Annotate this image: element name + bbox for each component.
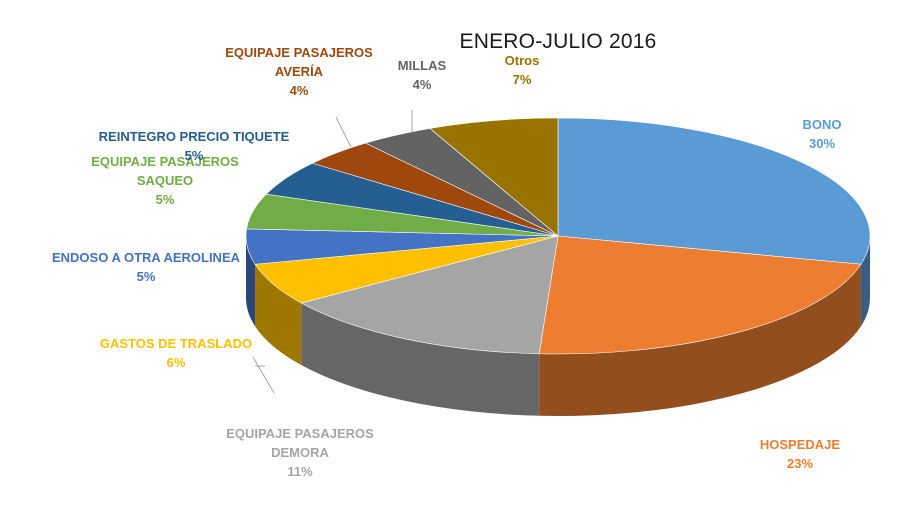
slice-name-label: BONO xyxy=(803,117,842,132)
pie-slice-side xyxy=(301,303,540,416)
slice-name-label: ENDOSO A OTRA AEROLINEA xyxy=(52,250,241,265)
pie-slice-side xyxy=(539,264,861,416)
pie-slice-side xyxy=(255,264,302,366)
pie-sides xyxy=(246,236,871,416)
slice-name-label: AVERÍA xyxy=(275,64,324,79)
slice-name-label: HOSPEDAJE xyxy=(760,437,841,452)
pie-tops xyxy=(245,117,871,355)
slice-percent-label: 5% xyxy=(185,148,204,163)
pie-slice-side xyxy=(860,236,871,327)
slice-name-label: EQUIPAJE PASAJEROS xyxy=(225,45,373,60)
slice-name-label: EQUIPAJE PASAJEROS xyxy=(226,426,374,441)
slice-name-label: GASTOS DE TRASLADO xyxy=(100,336,252,351)
slice-percent-label: 6% xyxy=(167,355,186,370)
slice-name-label: EQUIPAJE PASAJEROS xyxy=(91,154,239,169)
pie-slice xyxy=(300,235,559,355)
leader-line xyxy=(252,356,275,394)
leader-lines xyxy=(252,110,413,394)
pie-slice xyxy=(429,117,559,237)
slice-name-label: MILLAS xyxy=(398,58,447,73)
slice-percent-label: 30% xyxy=(809,136,835,151)
slice-percent-label: 11% xyxy=(287,464,313,479)
slice-name-label: Otros xyxy=(505,53,540,68)
slice-name-label: DEMORA xyxy=(271,445,329,460)
chart-title-text: ENERO-JULIO 2016 xyxy=(459,30,657,53)
slice-name-label: REINTEGRO PRECIO TIQUETE xyxy=(99,129,290,144)
pie-slice xyxy=(557,117,871,265)
chart-title: ENERO-JULIO 2016 xyxy=(0,30,920,54)
slice-percent-label: 5% xyxy=(156,192,175,207)
slice-percent-label: 7% xyxy=(513,72,532,87)
leader-line xyxy=(335,116,352,148)
pie-slice xyxy=(538,235,862,355)
slice-labels: BONO 30% HOSPEDAJE 23% EQUIPAJE PASAJEROS DEM… xyxy=(52,45,842,479)
slice-percent-label: 23% xyxy=(787,456,813,471)
slice-percent-label: 5% xyxy=(137,269,156,284)
slice-percent-label: 4% xyxy=(413,77,432,92)
slice-name-label: SAQUEO xyxy=(137,173,193,188)
pie-slice-side xyxy=(246,236,256,327)
slice-percent-label: 4% xyxy=(290,83,309,98)
